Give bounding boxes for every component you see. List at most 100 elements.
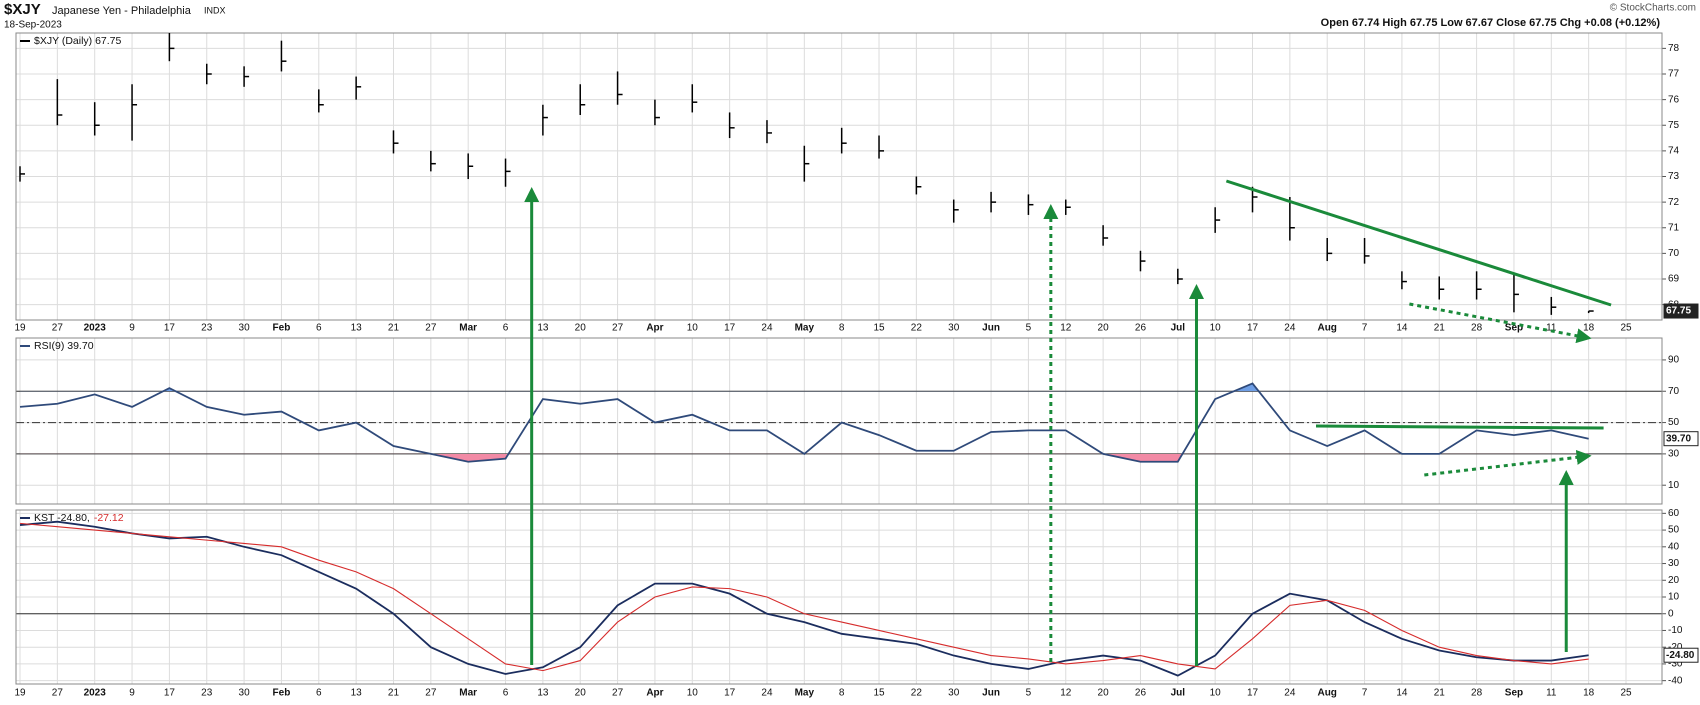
x-tick-label: 23 <box>201 688 213 699</box>
y-tick-label: 0 <box>1668 608 1674 619</box>
x-tick-label: Feb <box>273 688 291 699</box>
x-tick-label: 12 <box>1060 323 1072 334</box>
x-tick-label: 21 <box>1434 323 1446 334</box>
x-tick-label: 27 <box>425 323 437 334</box>
y-tick-label: 50 <box>1668 417 1680 428</box>
x-tick-label: 20 <box>1098 323 1110 334</box>
x-tick-label: Aug <box>1317 323 1336 334</box>
x-tick-label: 10 <box>687 688 699 699</box>
quote: Open 67.74 High 67.75 Low 67.67 Close 67… <box>1321 17 1661 29</box>
x-tick-label: 26 <box>1135 323 1147 334</box>
y-tick-label: 30 <box>1668 449 1680 460</box>
date: 18-Sep-2023 <box>4 20 62 31</box>
x-tick-label: 28 <box>1471 688 1483 699</box>
x-tick-label: 21 <box>388 688 400 699</box>
y-tick-label: 70 <box>1668 248 1680 259</box>
panel-frame <box>15 337 1663 505</box>
x-tick-label: 17 <box>724 323 736 334</box>
x-tick-label: 22 <box>911 688 923 699</box>
y-tick-label: 10 <box>1668 592 1680 603</box>
last-value-label: -24.80 <box>1666 650 1695 661</box>
series-line <box>19 522 1589 672</box>
x-tick-label: 21 <box>1434 688 1446 699</box>
x-tick-label: 11 <box>1546 688 1557 699</box>
subtitle: Japanese Yen - Philadelphia <box>52 5 192 17</box>
x-tick-label: 27 <box>52 323 64 334</box>
x-tick-label: 17 <box>164 323 176 334</box>
x-tick-label: 24 <box>761 323 773 334</box>
y-tick-label: 71 <box>1668 222 1680 233</box>
x-tick-label: 10 <box>1210 688 1222 699</box>
x-tick-label: 12 <box>1060 688 1072 699</box>
x-tick-label: 24 <box>1284 323 1296 334</box>
y-tick-label: -20 <box>1668 642 1683 653</box>
y-tick-label: 73 <box>1668 171 1680 182</box>
x-tick-label: 20 <box>575 688 587 699</box>
last-value-box <box>1663 303 1699 319</box>
x-tick-label: 24 <box>761 688 773 699</box>
x-tick-label: 17 <box>724 688 736 699</box>
legend-entry: KST -24.80, <box>34 512 90 524</box>
x-tick-label: May <box>795 323 815 334</box>
x-tick-label: 17 <box>1247 688 1259 699</box>
x-tick-label: 2023 <box>84 688 107 699</box>
panel-frame <box>15 32 1663 321</box>
x-tick-label: 15 <box>873 323 885 334</box>
x-tick-label: Apr <box>646 688 663 699</box>
x-tick-label: 30 <box>239 323 251 334</box>
x-tick-label: 17 <box>1247 323 1259 334</box>
y-tick-label: 74 <box>1668 146 1680 157</box>
x-tick-label: 21 <box>388 323 400 334</box>
annotation <box>1315 424 1604 430</box>
x-tick-label: 19 <box>14 688 26 699</box>
x-tick-label: 2023 <box>84 323 107 334</box>
x-tick-label: Jul <box>1171 323 1186 334</box>
x-tick-label: 30 <box>239 688 251 699</box>
y-tick-label: 69 <box>1668 274 1680 285</box>
last-value-label: 39.70 <box>1666 433 1691 444</box>
x-tick-label: 18 <box>1583 323 1595 334</box>
y-tick-label: 50 <box>1668 525 1680 536</box>
x-tick-label: 10 <box>1210 323 1222 334</box>
x-tick-label: 7 <box>1362 688 1368 699</box>
x-tick-label: 8 <box>839 323 845 334</box>
x-tick-label: Jul <box>1171 688 1186 699</box>
x-tick-label: 13 <box>537 323 549 334</box>
y-tick-label: 60 <box>1668 508 1680 519</box>
y-tick-label: 76 <box>1668 94 1680 105</box>
y-tick-label: 10 <box>1668 480 1680 491</box>
y-tick-label: 78 <box>1668 43 1680 54</box>
y-tick-label: 70 <box>1668 386 1680 397</box>
x-tick-label: 18 <box>1583 688 1595 699</box>
x-tick-label: Mar <box>459 323 477 334</box>
y-tick-label: 90 <box>1668 355 1680 366</box>
x-tick-label: 30 <box>948 688 960 699</box>
x-tick-label: 24 <box>1284 688 1296 699</box>
y-tick-label: 72 <box>1668 197 1680 208</box>
x-tick-label: 9 <box>129 688 135 699</box>
x-tick-label: 6 <box>316 688 322 699</box>
x-tick-label: 15 <box>873 688 885 699</box>
x-tick-label: 20 <box>575 323 587 334</box>
x-tick-label: Feb <box>273 323 291 334</box>
credit: © StockCharts.com <box>1610 3 1696 14</box>
x-tick-label: 8 <box>839 688 845 699</box>
x-tick-label: 22 <box>911 323 923 334</box>
x-tick-label: 27 <box>52 688 64 699</box>
x-tick-label: 28 <box>1471 323 1483 334</box>
exchange: INDX <box>204 5 226 15</box>
x-tick-label: 5 <box>1026 323 1032 334</box>
last-value-box <box>1663 431 1699 447</box>
annotation <box>1424 449 1592 477</box>
x-tick-label: Apr <box>646 323 663 334</box>
x-tick-label: 17 <box>164 688 176 699</box>
y-tick-label: -10 <box>1668 625 1683 636</box>
x-tick-label: 11 <box>1546 323 1557 334</box>
x-tick-label: Jun <box>982 323 1000 334</box>
symbol: $XJY <box>4 1 41 18</box>
x-tick-label: May <box>795 688 815 699</box>
legend-entry: $XJY (Daily) 67.75 <box>34 35 122 47</box>
x-tick-label: 27 <box>612 323 624 334</box>
x-tick-label: 19 <box>14 323 26 334</box>
